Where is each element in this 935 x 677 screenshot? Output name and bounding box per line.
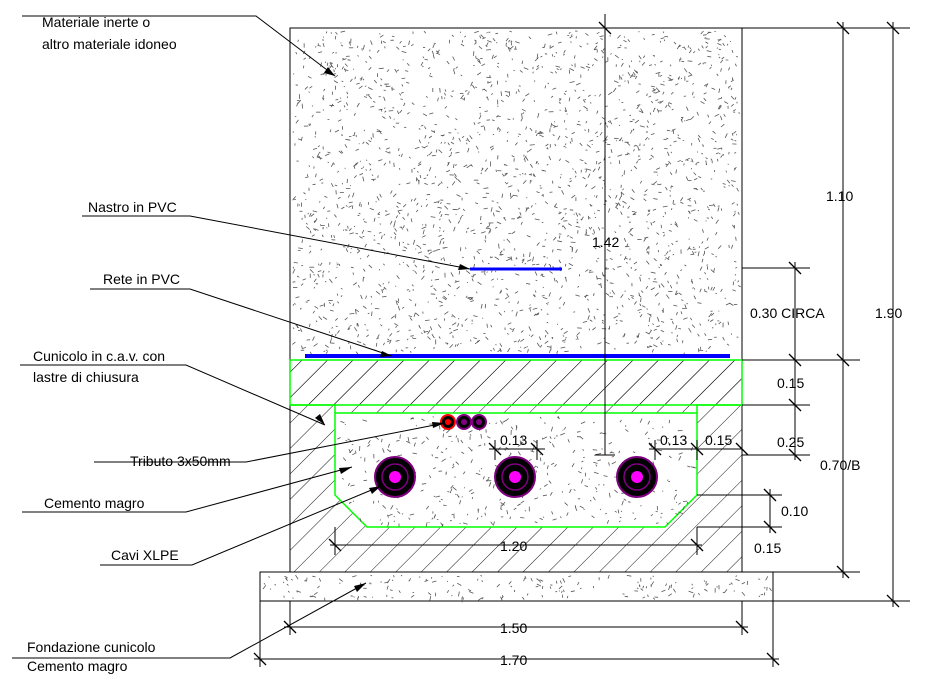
xlpe-cable-left [374, 456, 416, 498]
label-pvc-tape: Nastro in PVC [88, 199, 177, 215]
label-fill-material-1: Materiale inerte o [42, 14, 150, 30]
label-conduit-1: Cunicolo in c.a.v. con [33, 348, 165, 364]
dim-cable-gap-1: 0.13 [500, 432, 527, 448]
dim-floor: 0.15 [754, 540, 781, 556]
label-foundation-2: Cemento magro [27, 658, 128, 674]
dim-cable-gap-2: 0.13 [660, 432, 687, 448]
fill-texture [292, 30, 741, 357]
dim-total-height: 1.90 [875, 305, 902, 321]
label-xlpe-cables: Cavi XLPE [111, 547, 179, 563]
cover-slab [289, 359, 743, 406]
fill-region [289, 27, 743, 361]
leader-lines [12, 15, 471, 659]
xlpe-cable-center [494, 456, 536, 498]
foundation [259, 571, 774, 602]
dim-cable-wall: 0.15 [705, 432, 732, 448]
dim-inner-width: 1.20 [500, 538, 527, 554]
dim-side-wall: 0.25 [777, 434, 804, 450]
label-lean-concrete: Cemento magro [44, 495, 145, 511]
leader-arrows [315, 67, 470, 592]
label-fill-material-2: altro materiale idoneo [42, 36, 177, 52]
dim-outer-width: 1.50 [500, 620, 527, 636]
dim-chamfer: 0.10 [781, 503, 808, 519]
label-tributo: Tributo 3x50mm [130, 453, 231, 469]
label-foundation-1: Fondazione cunicolo [27, 639, 156, 655]
dim-tape-depth: 1.42 [592, 234, 619, 250]
right-wall-step [696, 404, 742, 413]
dim-top-fill: 1.10 [826, 188, 853, 204]
dim-slab: 0.15 [777, 375, 804, 391]
left-wall-step [290, 404, 336, 413]
dim-foundation-width: 1.70 [500, 652, 527, 668]
dimension-ticks [253, 21, 900, 666]
label-conduit-2: lastre di chiusura [33, 369, 139, 385]
foundation-texture [262, 574, 772, 603]
tributo-cables [440, 414, 487, 430]
label-pvc-mesh: Rete in PVC [103, 271, 180, 287]
xlpe-cable-right [616, 456, 658, 498]
dim-mesh-depth: 0.30 CIRCA [750, 305, 825, 321]
dimension-lines [254, 14, 910, 667]
dim-conduit-height: 0.70/B [820, 457, 860, 473]
